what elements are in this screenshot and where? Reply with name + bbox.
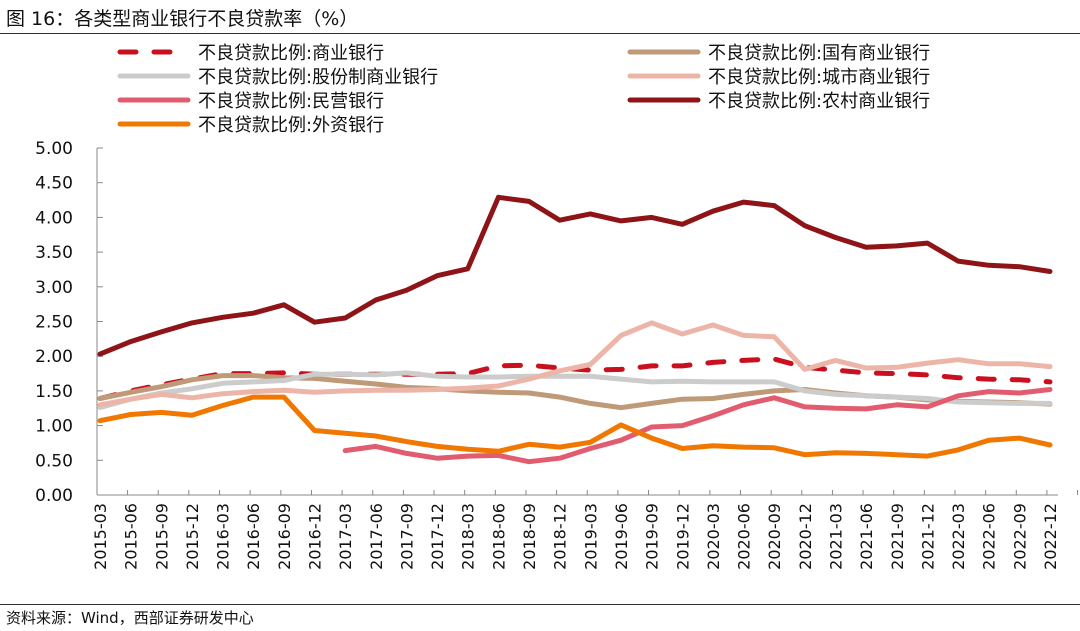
y-tick-label: 0.50 bbox=[35, 451, 73, 471]
source-divider bbox=[0, 604, 1080, 605]
x-tick-label: 2019-06 bbox=[612, 503, 631, 570]
series-line bbox=[342, 387, 1053, 465]
x-tick-label: 2015-03 bbox=[91, 503, 110, 570]
legend-label: 不良贷款比例:城市商业银行 bbox=[708, 67, 930, 88]
legend-label: 不良贷款比例:外资银行 bbox=[198, 115, 384, 136]
x-tick-label: 2019-03 bbox=[581, 503, 600, 570]
x-tick-label: 2016-06 bbox=[244, 503, 263, 570]
y-tick-label: 2.00 bbox=[35, 347, 73, 367]
legend-label: 不良贷款比例:股份制商业银行 bbox=[198, 67, 438, 88]
x-tick-label: 2017-12 bbox=[428, 503, 447, 570]
figure-title: 图 16：各类型商业银行不良贷款率（%） bbox=[6, 8, 359, 30]
x-tick-label: 2020-03 bbox=[704, 503, 723, 570]
y-tick-label: 2.50 bbox=[35, 313, 73, 333]
x-tick-label: 2021-09 bbox=[888, 503, 907, 570]
x-tick-label: 2020-06 bbox=[735, 503, 754, 570]
x-tick-label: 2016-09 bbox=[275, 503, 294, 570]
x-tick-label: 2017-09 bbox=[397, 503, 416, 570]
x-tick-label: 2020-12 bbox=[796, 503, 815, 570]
y-tick-label: 1.00 bbox=[35, 417, 73, 437]
x-tick-label: 2015-06 bbox=[122, 503, 141, 570]
x-tick-label: 2015-09 bbox=[152, 503, 171, 570]
x-tick-label: 2018-12 bbox=[551, 503, 570, 570]
x-tick-label: 2020-09 bbox=[765, 503, 784, 570]
x-tick-label: 2022-09 bbox=[1010, 503, 1029, 570]
x-tick-label: 2022-03 bbox=[949, 503, 968, 570]
title-divider bbox=[0, 33, 1080, 34]
x-tick-label: 2021-12 bbox=[918, 503, 937, 570]
y-tick-label: 4.00 bbox=[35, 208, 73, 228]
y-tick-label: 4.50 bbox=[35, 174, 73, 194]
series-line bbox=[97, 394, 1053, 459]
legend-label: 不良贷款比例:农村商业银行 bbox=[708, 91, 930, 112]
y-tick-label: 0.00 bbox=[35, 486, 73, 506]
x-tick-label: 2017-06 bbox=[367, 503, 386, 570]
source-note: 资料来源：Wind，西部证券研发中心 bbox=[6, 609, 254, 627]
x-tick-label: 2016-03 bbox=[214, 503, 233, 570]
x-tick-label: 2018-09 bbox=[520, 503, 539, 570]
legend-label: 不良贷款比例:国有商业银行 bbox=[708, 43, 930, 64]
y-tick-label: 5.00 bbox=[35, 139, 73, 159]
legend-label: 不良贷款比例:民营银行 bbox=[198, 91, 384, 112]
x-tick-label: 2017-03 bbox=[336, 503, 355, 570]
x-tick-label: 2019-09 bbox=[643, 503, 662, 570]
series-line bbox=[97, 370, 1053, 411]
y-tick-label: 3.00 bbox=[35, 278, 73, 298]
y-tick-label: 1.50 bbox=[35, 382, 73, 402]
series-line bbox=[97, 194, 1053, 357]
x-tick-label: 2018-06 bbox=[489, 503, 508, 570]
legend-label: 不良贷款比例:商业银行 bbox=[198, 43, 384, 64]
x-tick-label: 2018-03 bbox=[459, 503, 478, 570]
x-tick-label: 2022-06 bbox=[980, 503, 999, 570]
y-tick-label: 3.50 bbox=[35, 243, 73, 263]
x-tick-label: 2021-03 bbox=[826, 503, 845, 570]
x-tick-label: 2016-12 bbox=[306, 503, 325, 570]
series-line bbox=[97, 320, 1053, 408]
x-tick-label: 2015-12 bbox=[183, 503, 202, 570]
x-tick-label: 2019-12 bbox=[673, 503, 692, 570]
line-chart: 0.00 0.50 1.00 1.50 2.00 2.50 3.00 3.50 4.00 4.50… bbox=[35, 43, 1079, 570]
x-tick-label: 2021-06 bbox=[857, 503, 876, 570]
x-tick-label: 2022-12 bbox=[1041, 503, 1060, 570]
